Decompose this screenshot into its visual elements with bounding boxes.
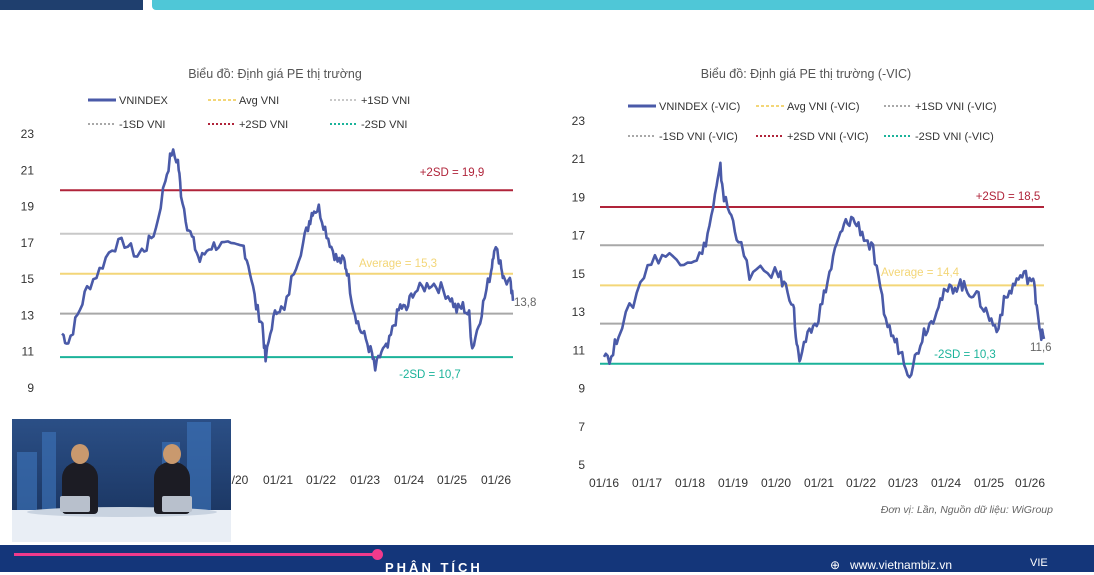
right-x-tick-4: 01/20 [761, 476, 791, 490]
right-y-tick-3: 11 [573, 343, 586, 357]
left-legend-label-3: -1SD VNI [119, 119, 165, 131]
laptop-right [162, 496, 192, 512]
left-legend-label-4: +2SD VNI [239, 119, 288, 131]
right-x-tick-5: 01/21 [804, 476, 834, 490]
right-legend-label-2: +1SD VNI (-VIC) [915, 101, 997, 113]
right-x-tick-7: 01/23 [888, 476, 918, 490]
website-label: www.vietnambiz.vn [850, 558, 953, 572]
left-x-tick-0: /20 [232, 473, 249, 487]
left-annotation-2: -2SD = 10,7 [399, 369, 461, 381]
right-legend-label-3: -1SD VNI (-VIC) [659, 131, 738, 143]
right-annotation-1: Average = 14,4 [881, 267, 960, 279]
left-x-tick-1: 01/21 [263, 473, 293, 487]
left-y-tick-1: 11 [22, 345, 35, 359]
left-legend-label-2: +1SD VNI [361, 95, 410, 107]
left-legend-label-1: Avg VNI [239, 95, 279, 107]
left-annotation-1: Average = 15,3 [359, 258, 437, 270]
player-bottom-bar [0, 545, 1094, 572]
left-x-tick-4: 01/24 [394, 473, 424, 487]
ticker-text: PHÂN TÍCH [385, 560, 483, 575]
right-y-tick-2: 9 [578, 382, 585, 396]
left-y-tick-2: 13 [21, 308, 35, 322]
left-x-tick-2: 01/22 [306, 473, 336, 487]
right-y-tick-6: 17 [572, 229, 586, 243]
left-annotation-3: 13,8 [514, 297, 536, 309]
right-x-tick-6: 01/22 [846, 476, 876, 490]
right-y-tick-0: 5 [578, 458, 585, 472]
left-y-tick-7: 23 [21, 127, 35, 141]
left-x-tick-5: 01/25 [437, 473, 467, 487]
video-progress-bar[interactable] [14, 553, 380, 556]
left-y-tick-5: 19 [21, 200, 35, 214]
left-y-tick-6: 21 [21, 163, 35, 177]
right-legend-label-4: +2SD VNI (-VIC) [787, 131, 869, 143]
right-chart-title: Biểu đồ: Định giá PE thị trường (-VIC) [701, 67, 911, 81]
right-y-tick-5: 15 [572, 267, 586, 281]
left-y-tick-4: 17 [21, 236, 35, 250]
right-y-tick-4: 13 [572, 305, 586, 319]
right-annotation-3: 11,6 [1030, 342, 1052, 354]
video-progress-handle[interactable] [372, 549, 383, 560]
right-y-tick-7: 19 [572, 190, 586, 204]
right-x-tick-2: 01/18 [675, 476, 705, 490]
left-series-line [61, 148, 515, 372]
laptop-left [60, 496, 90, 512]
right-x-tick-3: 01/19 [718, 476, 748, 490]
left-legend-label-5: -2SD VNI [361, 119, 407, 131]
right-series-line [602, 161, 1046, 379]
right-legend-label-5: -2SD VNI (-VIC) [915, 131, 994, 143]
right-x-tick-9: 01/25 [974, 476, 1004, 490]
caption-language-button[interactable]: VIE [1030, 557, 1048, 569]
left-x-tick-6: 01/26 [481, 473, 511, 487]
left-chart-title: Biểu đồ: Định giá PE thị trường [188, 67, 362, 81]
right-x-tick-10: 01/26 [1015, 476, 1045, 490]
right-legend-label-0: VNINDEX (-VIC) [659, 101, 740, 113]
right-y-tick-8: 21 [572, 152, 586, 166]
right-y-tick-1: 7 [578, 420, 585, 434]
left-annotation-0: +2SD = 19,9 [420, 167, 485, 179]
globe-icon: ⊕ [830, 558, 841, 572]
right-legend-label-1: Avg VNI (-VIC) [787, 101, 860, 113]
right-x-tick-8: 01/24 [931, 476, 961, 490]
right-y-tick-9: 23 [572, 114, 586, 128]
left-y-tick-3: 15 [21, 272, 35, 286]
video-overlay[interactable] [12, 419, 231, 542]
left-x-tick-3: 01/23 [350, 473, 380, 487]
source-note: Đơn vị: Lần, Nguồn dữ liệu: WiGroup [881, 504, 1053, 516]
right-annotation-0: +2SD = 18,5 [976, 191, 1041, 203]
right-annotation-2: -2SD = 10,3 [934, 349, 996, 361]
left-y-tick-0: 9 [27, 381, 34, 395]
left-legend-label-0: VNINDEX [119, 95, 169, 107]
right-x-tick-1: 01/17 [632, 476, 662, 490]
top-bar-left [0, 0, 143, 10]
top-bar-right [152, 0, 1094, 10]
right-x-tick-0: 01/16 [589, 476, 619, 490]
